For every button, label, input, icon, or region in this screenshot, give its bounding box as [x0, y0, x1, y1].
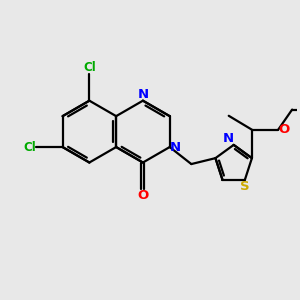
- Text: Cl: Cl: [24, 141, 36, 154]
- Text: O: O: [278, 123, 290, 136]
- Text: N: N: [137, 88, 148, 101]
- Text: N: N: [170, 141, 181, 154]
- Text: Cl: Cl: [83, 61, 96, 74]
- Text: N: N: [223, 132, 234, 145]
- Text: S: S: [240, 180, 250, 193]
- Text: O: O: [137, 189, 148, 202]
